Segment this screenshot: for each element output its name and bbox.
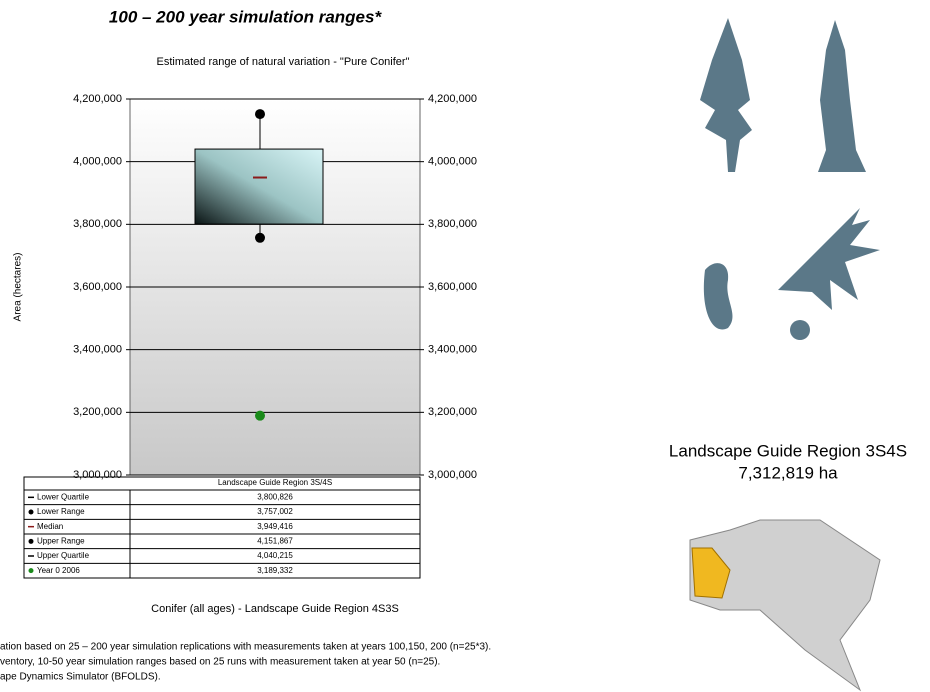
y2-tick-label: 3,000,000 bbox=[428, 469, 477, 481]
table-header: Landscape Guide Region 3S/4S bbox=[218, 478, 332, 487]
y2-tick-label: 3,400,000 bbox=[428, 344, 477, 356]
point bbox=[255, 233, 265, 243]
legend-label: Year 0 2006 bbox=[37, 566, 80, 575]
y-axis-label: Area (hectares) bbox=[13, 253, 24, 322]
region-area: 7,312,819 ha bbox=[738, 463, 838, 482]
footnote: ape Dynamics Simulator (BFOLDS). bbox=[0, 672, 161, 683]
box bbox=[195, 149, 323, 224]
table-value: 3,189,332 bbox=[257, 566, 293, 575]
table-value: 3,800,826 bbox=[257, 492, 293, 501]
point bbox=[255, 109, 265, 119]
point bbox=[255, 411, 265, 421]
region-name: Landscape Guide Region 3S4S bbox=[669, 441, 907, 460]
legend-marker bbox=[29, 539, 34, 544]
y-tick-label: 3,800,000 bbox=[73, 218, 122, 230]
legend-marker bbox=[29, 510, 34, 515]
legend-label: Upper Quartile bbox=[37, 551, 90, 560]
footnote: ation based on 25 – 200 year simulation … bbox=[0, 642, 491, 653]
y2-tick-label: 3,200,000 bbox=[428, 406, 477, 418]
x-axis-label: Conifer (all ages) - Landscape Guide Reg… bbox=[151, 603, 399, 615]
legend-label: Median bbox=[37, 522, 63, 531]
y2-tick-label: 3,800,000 bbox=[428, 218, 477, 230]
y-tick-label: 3,000,000 bbox=[73, 469, 122, 481]
slide: 100 – 200 year simulation ranges* Estima… bbox=[0, 0, 930, 692]
table-value: 4,151,867 bbox=[257, 536, 293, 545]
y-tick-label: 3,600,000 bbox=[73, 281, 122, 293]
y2-tick-label: 4,200,000 bbox=[428, 93, 477, 105]
slide-title: 100 – 200 year simulation ranges* bbox=[109, 7, 383, 26]
table-value: 3,757,002 bbox=[257, 507, 293, 516]
legend-label: Upper Range bbox=[37, 536, 85, 545]
legend-label: Lower Quartile bbox=[37, 492, 90, 501]
y-tick-label: 3,400,000 bbox=[73, 344, 122, 356]
y-tick-label: 4,200,000 bbox=[73, 93, 122, 105]
y2-tick-label: 3,600,000 bbox=[428, 281, 477, 293]
y2-tick-label: 4,000,000 bbox=[428, 156, 477, 168]
tree-illustrations bbox=[700, 18, 880, 340]
legend-marker bbox=[29, 568, 34, 573]
page: 100 – 200 year simulation ranges* Estima… bbox=[0, 0, 930, 692]
y-tick-label: 4,000,000 bbox=[73, 156, 122, 168]
y-tick-label: 3,200,000 bbox=[73, 406, 122, 418]
legend-label: Lower Range bbox=[37, 507, 85, 516]
footnote: ventory, 10-50 year simulation ranges ba… bbox=[0, 657, 440, 668]
table-value: 4,040,215 bbox=[257, 551, 293, 560]
region-map bbox=[690, 520, 880, 690]
table-value: 3,949,416 bbox=[257, 522, 293, 531]
chart-title: Estimated range of natural variation - "… bbox=[157, 56, 410, 68]
